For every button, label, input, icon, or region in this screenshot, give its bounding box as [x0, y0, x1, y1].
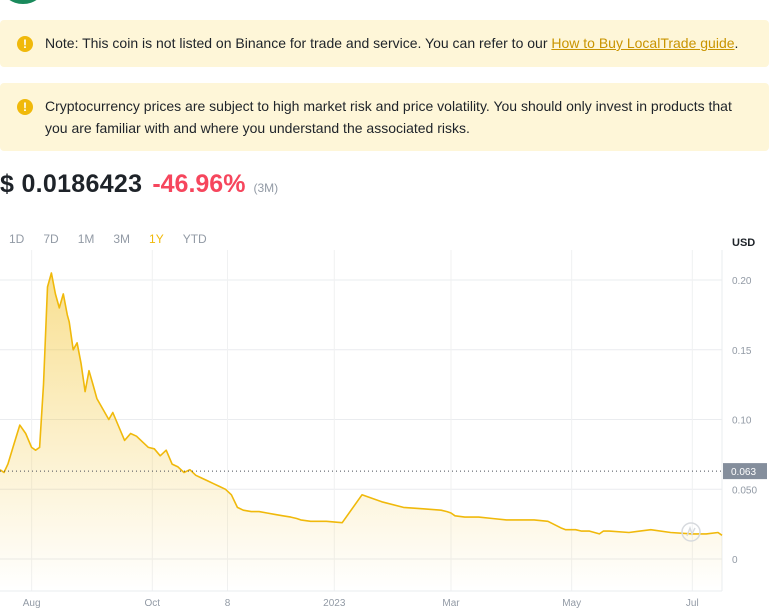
y-tick-label: 0.20	[732, 276, 752, 287]
time-range-tabs: 1D 7D 1M 3M 1Y YTD	[0, 232, 217, 246]
price-line	[0, 272, 723, 536]
price-change-period: (3M)	[253, 181, 279, 195]
watermark-icon	[681, 522, 701, 542]
price-summary: $ 0.0186423 -46.96% (3M)	[0, 170, 278, 202]
listing-notice-suffix: .	[734, 35, 739, 51]
warning-icon: !	[17, 36, 33, 52]
crosshair-value-box	[723, 463, 767, 480]
price-change-percent: -46.96%	[152, 170, 246, 198]
y-tick-label: 0.10	[732, 416, 752, 427]
localtrade-guide-link[interactable]: How to Buy LocalTrade guide	[551, 35, 735, 51]
y-tick-label: 0	[732, 555, 738, 566]
x-tick-label: Jul	[686, 598, 699, 609]
x-tick-label: May	[562, 598, 581, 609]
currency-axis-label: USD	[732, 237, 756, 249]
range-tab-1d[interactable]: 1D	[9, 232, 25, 246]
x-tick-label: 8	[225, 598, 231, 609]
y-tick-label: 0.050	[732, 485, 757, 496]
listing-notice-text: Note: This coin is not listed on Binance…	[45, 35, 552, 51]
current-price: $ 0.0186423	[0, 170, 143, 198]
x-tick-label: Mar	[442, 598, 460, 609]
listing-notice: ! Note: This coin is not listed on Binan…	[0, 20, 769, 67]
x-tick-label: 2023	[323, 598, 346, 609]
risk-notice: ! Cryptocurrency prices are subject to h…	[0, 83, 769, 151]
risk-notice-text: Cryptocurrency prices are subject to hig…	[45, 98, 732, 136]
x-tick-label: Aug	[23, 598, 41, 609]
range-tab-ytd[interactable]: YTD	[182, 232, 207, 246]
range-tab-7d[interactable]: 7D	[43, 232, 59, 246]
crosshair-value-label: 0.063	[731, 467, 756, 478]
coin-logo	[2, 0, 44, 4]
range-tab-1m[interactable]: 1M	[77, 232, 95, 246]
range-tab-3m[interactable]: 3M	[113, 232, 131, 246]
y-tick-label: 0.15	[732, 346, 752, 357]
price-area	[0, 273, 722, 591]
range-tab-1y[interactable]: 1Y	[149, 232, 164, 246]
price-chart[interactable]: 0.20 0.15 0.10 0.050 0 Aug Oct 8 2023 Mar May Jul 0.…	[0, 250, 783, 615]
x-tick-label: Oct	[145, 598, 161, 609]
warning-icon: !	[17, 99, 33, 115]
